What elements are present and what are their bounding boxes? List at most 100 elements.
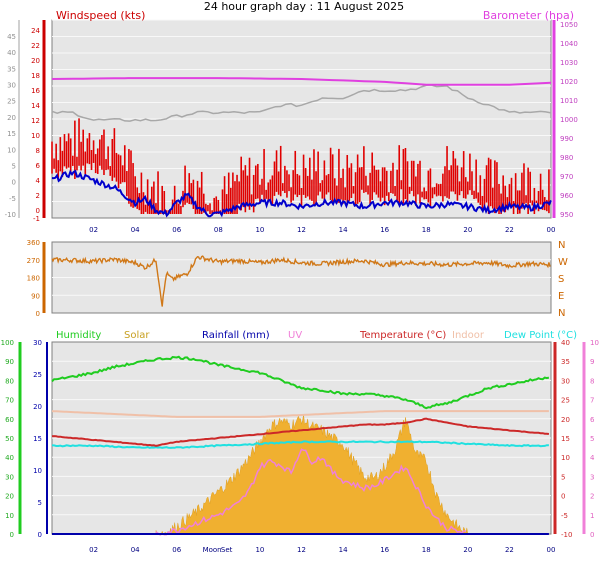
dewpoint-line: [52, 440, 549, 449]
x-tick-label: 00: [547, 546, 556, 554]
uv-line: [155, 448, 466, 536]
windspeed-axis-title: Windspeed (kts): [56, 9, 145, 22]
barometer-tick-label: 1000: [560, 116, 578, 124]
humidity-tick-label: 40: [5, 454, 14, 462]
windspeed-tick-label: 0: [36, 207, 40, 215]
windspeed-tick-label: 20: [31, 57, 40, 65]
barometer-tick-label: 1020: [560, 78, 578, 86]
graph-title: 24 hour graph day : 11 August 2025: [204, 0, 404, 13]
x-tick-label: 10: [255, 226, 264, 234]
rainfall-tick-label: 10: [33, 467, 42, 475]
x-tick-label: 22: [505, 226, 514, 234]
windspeed-tick-label: 4: [36, 177, 41, 185]
humidity-tick-label: 20: [5, 493, 14, 501]
secondary-tick-label: -5: [9, 195, 16, 203]
rainfall-tick-label: 0: [38, 531, 42, 539]
secondary-tick-label: 10: [7, 146, 16, 154]
windspeed-tick-label: 16: [31, 87, 40, 95]
x-tick-label: 20: [463, 546, 472, 554]
uv-tick-label: 2: [590, 493, 594, 501]
secondary-tick-label: 25: [7, 98, 16, 106]
humidity-tick-label: 50: [5, 435, 14, 443]
barometer-tick-label: 990: [560, 135, 573, 143]
x-tick-label: 20: [463, 226, 472, 234]
secondary-tick-label: 15: [7, 130, 16, 138]
temperature-tick-label: -5: [561, 512, 568, 520]
barometer-tick-label: 950: [560, 211, 573, 219]
secondary-tick-label: 30: [7, 82, 16, 90]
x-tick-label: 08: [214, 226, 223, 234]
secondary-tick-label: 35: [7, 65, 16, 73]
secondary-tick-label: 45: [7, 33, 16, 41]
compass-label: N: [558, 240, 565, 251]
compass-label: S: [558, 274, 564, 285]
windspeed-tick-label: 2: [36, 192, 40, 200]
x-tick-label: 16: [380, 546, 389, 554]
x-tick-label: 04: [131, 546, 140, 554]
humidity-tick-label: 30: [5, 473, 14, 481]
x-tick-label: Set: [221, 546, 233, 554]
secondary-tick-label: 5: [12, 162, 16, 170]
x-tick-label: 18: [422, 546, 431, 554]
temperature-tick-label: 0: [561, 493, 565, 501]
wind-average-line: [51, 169, 552, 218]
legend-label: Temperature (°C): [359, 330, 446, 341]
temperature-tick-label: 30: [561, 377, 570, 385]
uv-tick-label: 8: [590, 377, 594, 385]
x-tick-label: 10: [255, 546, 264, 554]
temperature-tick-label: 25: [561, 397, 570, 405]
windspeed-tick-label: 24: [31, 27, 40, 35]
uv-tick-label: 5: [590, 435, 594, 443]
humidity-tick-label: 60: [5, 416, 14, 424]
direction-tick-label: 90: [31, 292, 40, 300]
temperature-tick-label: 20: [561, 416, 570, 424]
direction-tick-label: 270: [27, 257, 40, 265]
humidity-tick-label: 70: [5, 397, 14, 405]
x-tick-label: 12: [297, 226, 306, 234]
compass-label: W: [558, 257, 568, 268]
wind-direction-line: [51, 255, 551, 307]
direction-tick-label: 0: [36, 310, 40, 318]
humidity-tick-label: 10: [5, 512, 14, 520]
windspeed-tick-label: 14: [31, 102, 40, 110]
windspeed-tick-label: 6: [36, 162, 41, 170]
windspeed-tick-label: 12: [31, 117, 40, 125]
rainfall-tick-label: 20: [33, 403, 42, 411]
x-tick-label: Moon: [203, 546, 222, 554]
windspeed-tick-label: 22: [31, 42, 40, 50]
rainfall-tick-label: 25: [33, 371, 42, 379]
barometer-tick-label: 1030: [560, 59, 578, 67]
rainfall-tick-label: 5: [38, 499, 42, 507]
x-tick-label: 12: [297, 546, 306, 554]
barometer-tick-label: 960: [560, 192, 573, 200]
legend-label: UV: [288, 330, 302, 341]
barometer-line: [51, 77, 552, 86]
x-tick-label: 02: [89, 226, 98, 234]
legend-label: Humidity: [56, 330, 101, 341]
uv-tick-label: 3: [590, 473, 594, 481]
legend-label: Rainfall (mm): [202, 330, 270, 341]
humidity-tick-label: 100: [1, 339, 14, 347]
secondary-tick-label: 20: [7, 114, 16, 122]
direction-tick-label: 360: [27, 239, 40, 247]
x-tick-label: 22: [505, 546, 514, 554]
barometer-tick-label: 1010: [560, 97, 578, 105]
temperature-tick-label: 10: [561, 454, 570, 462]
barometer-tick-label: 1040: [560, 40, 578, 48]
uv-tick-label: 6: [590, 416, 595, 424]
legend-label: Dew Point (°C): [504, 330, 577, 341]
legend-label: Indoor: [452, 330, 485, 341]
rainfall-tick-label: 15: [33, 435, 42, 443]
barometer-tick-label: 1050: [560, 21, 578, 29]
uv-tick-label: 10: [590, 339, 599, 347]
barometer-tick-label: 980: [560, 154, 573, 162]
x-tick-label: 18: [422, 226, 431, 234]
temperature-line: [51, 417, 550, 447]
x-tick-label: 06: [172, 226, 181, 234]
direction-tick-label: 180: [27, 275, 40, 283]
compass-label: E: [558, 291, 564, 302]
barometer-axis-title: Barometer (hpa): [483, 9, 574, 22]
windspeed-tick-label: 18: [31, 72, 40, 80]
